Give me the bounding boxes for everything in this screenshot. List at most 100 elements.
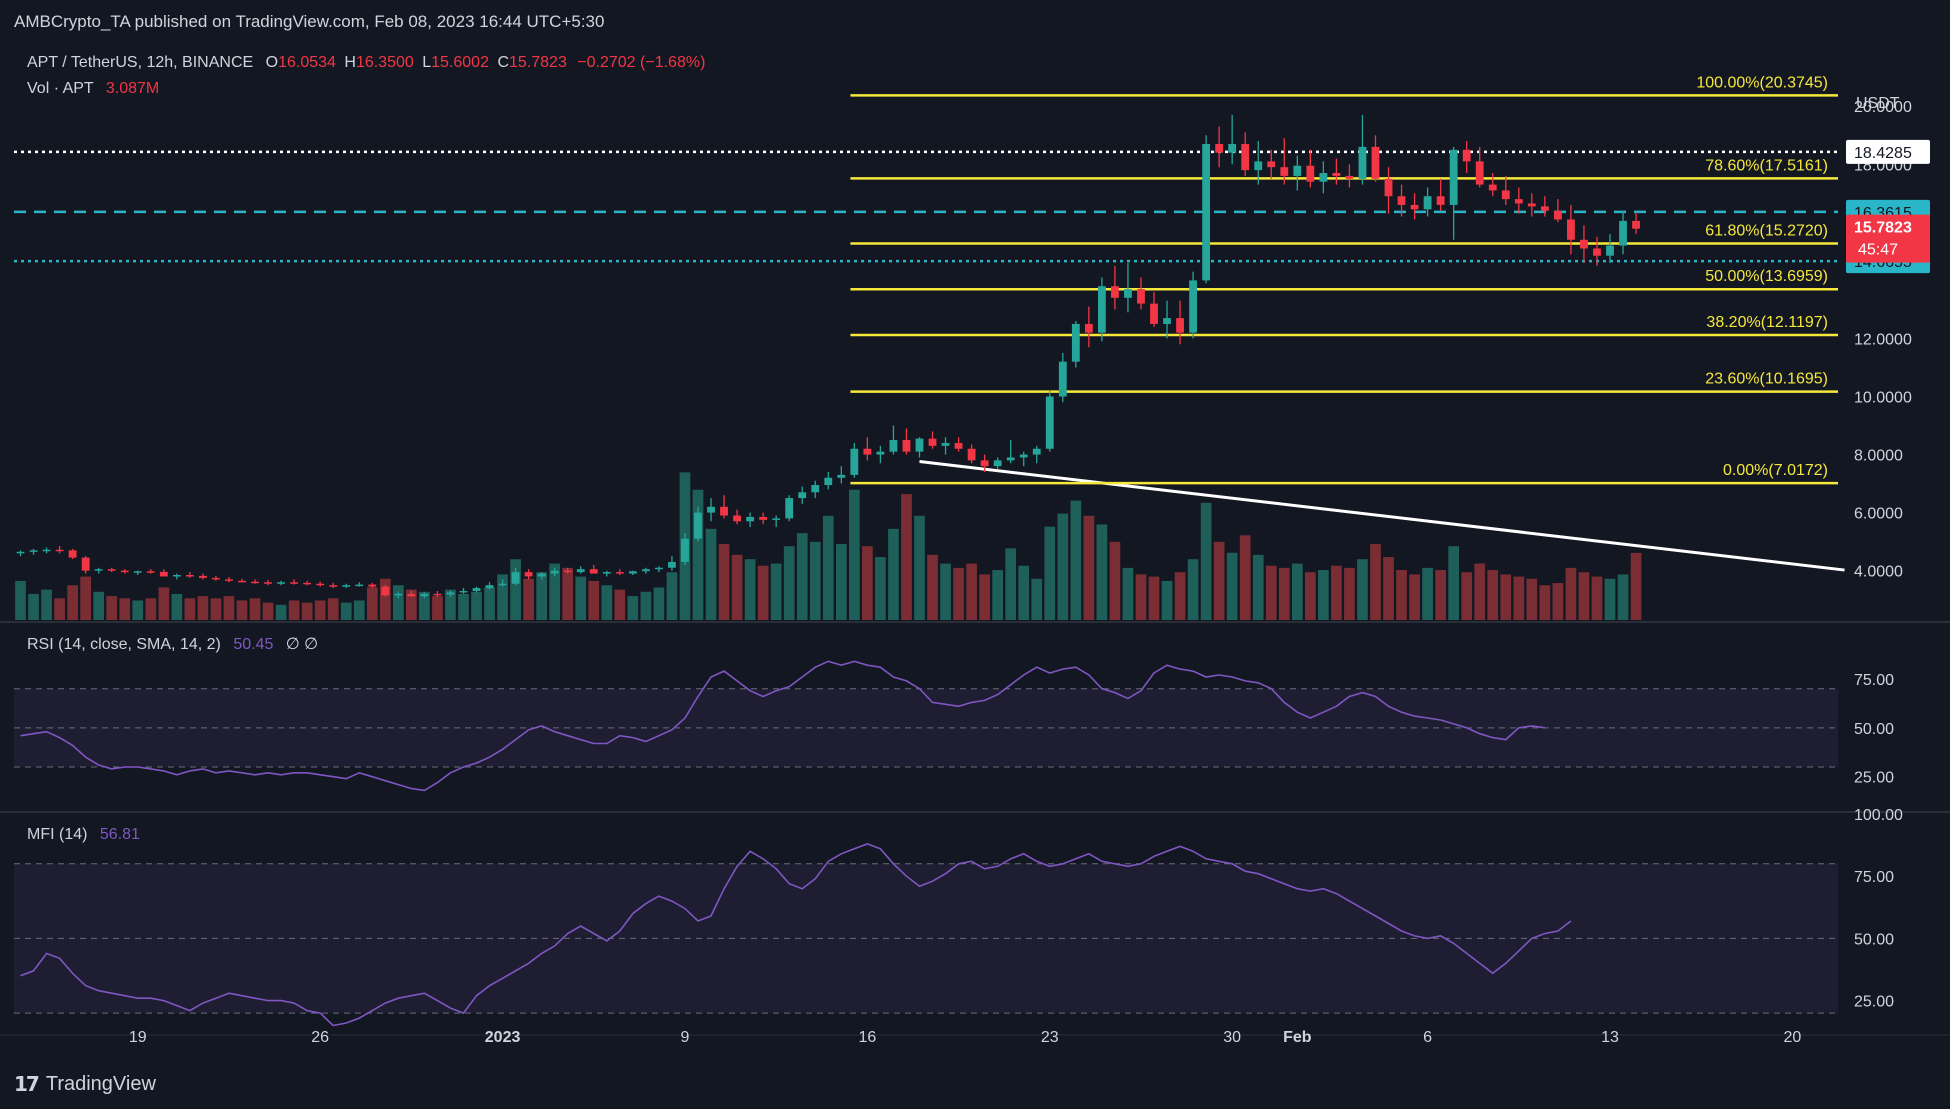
high-label: H: [344, 54, 356, 71]
candle-body: [16, 551, 25, 554]
countdown-label: 45:47: [1858, 242, 1898, 259]
candle-body: [1267, 161, 1276, 168]
candle-body: [472, 588, 481, 591]
volume-bar: [314, 600, 326, 620]
candle-body: [1332, 173, 1341, 176]
volume-bar: [119, 598, 131, 620]
candle-body: [876, 451, 885, 455]
candle-body: [1228, 143, 1237, 153]
candle-body: [1045, 396, 1054, 449]
chart[interactable]: 100.00%(20.3745) 78.60%(17.5161) 61.80%(15…: [0, 44, 1950, 1058]
volume-bar: [458, 593, 469, 620]
volume-bar: [835, 544, 847, 620]
volume-bar: [744, 559, 756, 620]
candle-body: [785, 498, 794, 519]
candle-body: [159, 571, 168, 577]
fib-level-label: 50.00%(13.6959): [1705, 268, 1828, 285]
candle-body: [824, 477, 833, 486]
mfi-label: MFI (14): [27, 826, 88, 843]
candle-body: [1032, 448, 1041, 455]
candle-body: [941, 442, 950, 446]
candle-body: [1124, 289, 1132, 298]
volume-bar: [249, 598, 261, 620]
volume-bar: [523, 578, 534, 620]
candle-body: [42, 549, 51, 552]
candle-body: [668, 561, 676, 568]
candle-body: [251, 581, 259, 584]
volume-bar: [1005, 548, 1017, 620]
volume-bar: [1344, 567, 1355, 620]
candle-body: [1527, 203, 1536, 207]
open-label: O: [265, 54, 279, 71]
main-legend: APT / TetherUS, 12h, BINANCE O16.0534 H1…: [27, 54, 705, 72]
candle-body: [589, 569, 598, 574]
candle-body: [550, 570, 559, 574]
candle-body: [1567, 219, 1575, 240]
mfi-value: 56.81: [99, 826, 140, 843]
volume-bar: [93, 591, 105, 620]
mfi-legend: MFI (14) 56.81: [27, 826, 140, 844]
volume-bar: [497, 574, 508, 620]
volume-bar: [1161, 580, 1173, 620]
rsi-legend: RSI (14, close, SMA, 14, 2) 50.45 ∅ ∅: [27, 634, 318, 654]
volume-bar: [979, 574, 990, 620]
volume-bar: [1226, 552, 1238, 620]
candle-body: [212, 577, 220, 580]
candle-body: [1358, 146, 1367, 179]
volume-bar: [1174, 572, 1186, 620]
candle-body: [707, 506, 715, 513]
candle-body: [1150, 303, 1158, 324]
candle-body: [81, 557, 90, 571]
volume-bar: [510, 559, 521, 620]
candle-body: [290, 582, 299, 584]
mfi-line: [20, 843, 1572, 1027]
candle-body: [720, 506, 728, 516]
price-axis-tick: 12.0000: [1854, 331, 1912, 348]
candle-body: [798, 492, 807, 499]
volume-bar: [1552, 583, 1564, 620]
candle-body: [420, 593, 429, 597]
volume-bar: [1239, 535, 1251, 620]
volume-bar: [1578, 572, 1590, 620]
candle-body: [459, 590, 468, 593]
volume-bar: [549, 563, 561, 620]
volume-legend: Vol · APT 3.087M: [27, 80, 159, 98]
change-value: −0.2702 (−1.68%): [577, 54, 706, 71]
last-price-tag: [1846, 214, 1930, 263]
candle-body: [1632, 220, 1640, 229]
volume-bar: [953, 567, 964, 620]
candle-body: [1580, 239, 1588, 249]
volume-bar: [445, 589, 456, 620]
volume-bar: [640, 591, 652, 620]
candle-body: [1293, 165, 1302, 176]
volume-bar: [692, 489, 704, 620]
candle-body: [694, 512, 702, 539]
price-tag: [1846, 139, 1930, 164]
price-axis-unit: USDT: [1856, 95, 1900, 112]
volume-bar: [1070, 500, 1082, 620]
volume-bar: [1539, 585, 1551, 620]
rsi-axis-tick: 75.00: [1854, 672, 1894, 689]
candle-body: [889, 440, 898, 452]
candle-body: [1488, 184, 1497, 191]
volume-bar: [1461, 572, 1473, 620]
candle-body: [1006, 457, 1015, 461]
candle-body: [29, 550, 38, 552]
fib-level-label: 0.00%(7.0172): [1723, 462, 1828, 479]
volume-bar: [992, 570, 1003, 620]
candle-body: [1410, 204, 1419, 210]
volume-bar: [796, 533, 808, 620]
candle-body: [225, 579, 233, 581]
candle-body: [1319, 173, 1328, 182]
tradingview-logo[interactable]: 17 TradingView: [14, 1072, 156, 1096]
volume-bar: [862, 546, 873, 620]
volume-bar: [223, 596, 235, 620]
candle-body: [394, 593, 403, 596]
volume-bar: [1513, 576, 1525, 620]
volume-bar: [809, 541, 821, 620]
volume-bar: [1122, 567, 1134, 620]
candle-body: [1540, 206, 1549, 211]
candle-body: [316, 583, 325, 586]
candle-body: [1514, 199, 1523, 204]
volume-bar: [1044, 526, 1056, 620]
